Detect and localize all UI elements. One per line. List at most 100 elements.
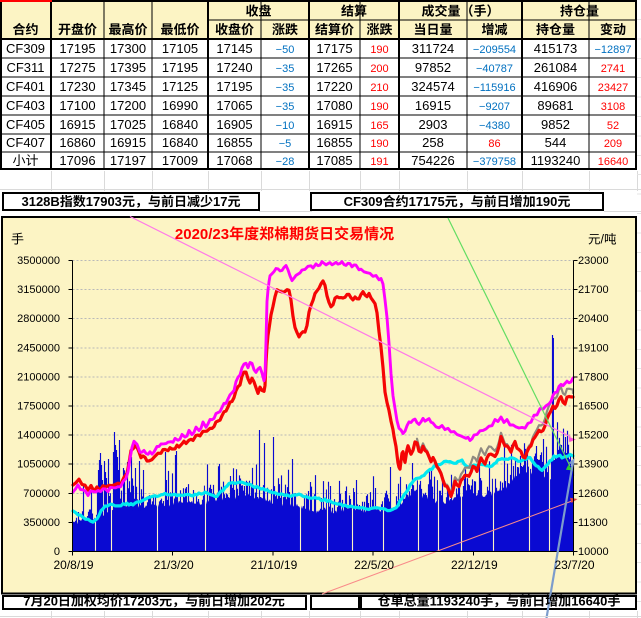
svg-text:17009: 17009 xyxy=(162,153,198,168)
svg-text:/: / xyxy=(601,233,605,247)
svg-text:16905: 16905 xyxy=(216,117,252,132)
svg-text:3150000: 3150000 xyxy=(17,284,60,296)
svg-text:16860: 16860 xyxy=(59,135,95,150)
svg-text:21700: 21700 xyxy=(578,284,609,296)
svg-text:13900: 13900 xyxy=(578,459,609,471)
svg-text:17125: 17125 xyxy=(162,79,198,94)
svg-text:−115916: −115916 xyxy=(473,82,515,94)
svg-text:17197: 17197 xyxy=(110,153,146,168)
svg-text:2100000: 2100000 xyxy=(17,371,60,383)
svg-text:−12897: −12897 xyxy=(594,44,631,56)
svg-text:CF311: CF311 xyxy=(6,60,44,75)
svg-text:17220: 17220 xyxy=(316,79,352,94)
svg-text:2741: 2741 xyxy=(601,63,625,75)
svg-text:−4380: −4380 xyxy=(479,120,510,132)
svg-text:2450000: 2450000 xyxy=(17,342,60,354)
svg-text:−379758: −379758 xyxy=(473,156,516,168)
svg-text:17240: 17240 xyxy=(216,60,252,75)
svg-text:0: 0 xyxy=(54,546,60,558)
svg-text:754226: 754226 xyxy=(411,153,454,168)
svg-text:191: 191 xyxy=(370,156,388,168)
svg-text:190: 190 xyxy=(370,44,388,56)
svg-text:16915: 16915 xyxy=(316,117,352,132)
svg-text:23427: 23427 xyxy=(598,82,629,94)
svg-text:415173: 415173 xyxy=(534,41,577,56)
svg-text:17345: 17345 xyxy=(110,79,146,94)
svg-text:23/7/20: 23/7/20 xyxy=(554,558,594,572)
svg-text:16855: 16855 xyxy=(216,135,252,150)
svg-text:17195: 17195 xyxy=(216,79,252,94)
svg-text:−50: −50 xyxy=(276,44,295,56)
svg-text:22/5/20: 22/5/20 xyxy=(354,558,394,572)
svg-text:17230: 17230 xyxy=(59,79,95,94)
svg-text:16500: 16500 xyxy=(578,401,609,413)
svg-text:324574: 324574 xyxy=(411,79,454,94)
svg-text:CF403: CF403 xyxy=(6,98,45,113)
svg-text:311724: 311724 xyxy=(412,41,454,56)
svg-text:258: 258 xyxy=(422,135,444,150)
svg-text:350000: 350000 xyxy=(23,517,60,529)
svg-text:17800: 17800 xyxy=(578,371,609,383)
svg-text:544: 544 xyxy=(545,135,567,150)
svg-text:17080: 17080 xyxy=(316,98,352,113)
svg-text:CF405: CF405 xyxy=(6,117,45,132)
svg-text:1193240: 1193240 xyxy=(430,594,481,609)
svg-text:17175: 17175 xyxy=(316,41,352,56)
svg-text:17300: 17300 xyxy=(110,41,146,56)
svg-text:−28: −28 xyxy=(276,156,295,168)
svg-text:−5: −5 xyxy=(279,138,292,150)
svg-text:202: 202 xyxy=(250,594,272,609)
svg-text:86: 86 xyxy=(488,138,500,150)
svg-text:1050000: 1050000 xyxy=(17,459,60,471)
svg-text:700000: 700000 xyxy=(23,488,60,500)
svg-text:17903: 17903 xyxy=(86,194,122,209)
svg-text:17105: 17105 xyxy=(162,41,198,56)
svg-text:11300: 11300 xyxy=(578,517,608,529)
svg-text:89681: 89681 xyxy=(537,98,573,113)
svg-text:21/3/20: 21/3/20 xyxy=(154,558,194,572)
svg-text:17175: 17175 xyxy=(409,194,445,209)
svg-text:16990: 16990 xyxy=(162,98,198,113)
svg-text:−10: −10 xyxy=(276,120,295,132)
svg-text:16915: 16915 xyxy=(110,135,146,150)
svg-text:16840: 16840 xyxy=(162,117,198,132)
svg-text:3128B: 3128B xyxy=(22,194,60,209)
svg-text:2020/23: 2020/23 xyxy=(175,226,229,243)
svg-text:20: 20 xyxy=(44,594,59,609)
svg-text:16640: 16640 xyxy=(571,594,607,609)
svg-text:21/10/19: 21/10/19 xyxy=(251,558,298,572)
svg-text:16855: 16855 xyxy=(316,135,352,150)
svg-text:210: 210 xyxy=(370,82,388,94)
svg-text:200: 200 xyxy=(370,63,388,75)
svg-text:20400: 20400 xyxy=(578,313,609,325)
svg-text:16840: 16840 xyxy=(162,135,198,150)
svg-text:9852: 9852 xyxy=(541,117,570,132)
svg-text:16915: 16915 xyxy=(59,117,95,132)
svg-text:1193240: 1193240 xyxy=(531,153,581,168)
svg-text:3500000: 3500000 xyxy=(17,255,60,267)
svg-text:52: 52 xyxy=(607,120,619,132)
svg-text:12600: 12600 xyxy=(578,488,609,500)
svg-text:17195: 17195 xyxy=(59,41,95,56)
svg-text:22/12/19: 22/12/19 xyxy=(451,558,498,572)
svg-text:19100: 19100 xyxy=(578,342,609,354)
svg-text:1400000: 1400000 xyxy=(17,430,60,442)
svg-text:CF309: CF309 xyxy=(344,194,383,209)
svg-text:7: 7 xyxy=(23,594,30,609)
svg-text:17200: 17200 xyxy=(110,98,146,113)
svg-text:−35: −35 xyxy=(276,63,295,75)
svg-text:23000: 23000 xyxy=(578,255,609,267)
svg-text:−35: −35 xyxy=(276,82,295,94)
svg-text:209: 209 xyxy=(604,138,622,150)
svg-text:17275: 17275 xyxy=(59,60,95,75)
svg-text:17085: 17085 xyxy=(316,153,352,168)
svg-text:−9207: −9207 xyxy=(479,101,510,113)
svg-text:165: 165 xyxy=(370,120,388,132)
svg-text:17025: 17025 xyxy=(110,117,146,132)
svg-text:20/8/19: 20/8/19 xyxy=(53,558,93,572)
svg-text:17145: 17145 xyxy=(216,41,252,56)
svg-text:CF309: CF309 xyxy=(6,41,45,56)
svg-text:17265: 17265 xyxy=(316,60,352,75)
svg-text:17195: 17195 xyxy=(162,60,198,75)
svg-text:16640: 16640 xyxy=(598,156,629,168)
